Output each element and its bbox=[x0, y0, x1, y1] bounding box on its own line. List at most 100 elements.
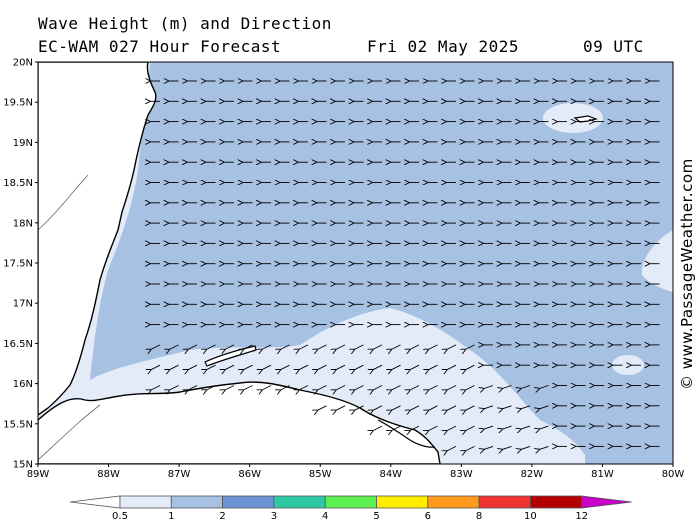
legend-label: 6 bbox=[425, 511, 431, 522]
wave-arrow bbox=[355, 385, 364, 391]
lon-label: 87W bbox=[168, 469, 191, 480]
credit-text: © www.PassageWeather.com bbox=[678, 158, 696, 390]
wave-arrow bbox=[299, 385, 309, 391]
lat-label: 20N bbox=[13, 58, 33, 69]
legend-swatch bbox=[222, 495, 275, 509]
wave-arrow bbox=[521, 425, 531, 429]
lat-label: 17N bbox=[13, 299, 33, 310]
wave-arrow bbox=[373, 385, 383, 391]
wave-arrow bbox=[318, 344, 327, 350]
wave-arrow bbox=[170, 385, 179, 391]
wave-arrow bbox=[355, 344, 364, 350]
wave-arrow bbox=[466, 425, 475, 431]
wave-arrow bbox=[207, 344, 216, 350]
wave-arrow bbox=[429, 425, 438, 431]
lon-label: 89W bbox=[27, 469, 50, 480]
border-line bbox=[38, 174, 101, 461]
wave-arrow bbox=[336, 364, 346, 370]
land-honduras bbox=[38, 381, 441, 464]
lat-label: 19.5N bbox=[3, 98, 33, 109]
wave-arrow bbox=[318, 364, 327, 370]
wave-arrow bbox=[484, 445, 494, 449]
wave-arrow bbox=[299, 364, 309, 370]
legend-swatch bbox=[119, 495, 172, 509]
legend-low-arrow bbox=[69, 495, 121, 509]
wave-arrow bbox=[281, 364, 290, 370]
forecast-time: 09 UTC bbox=[583, 37, 644, 56]
wave-arrow bbox=[447, 445, 457, 451]
wave-arrow bbox=[318, 405, 327, 411]
wave-arrows bbox=[150, 81, 660, 451]
lat-label: 15.5N bbox=[3, 419, 33, 430]
wave-arrow bbox=[355, 405, 364, 411]
wave-arrow bbox=[225, 344, 235, 350]
wave-arrow bbox=[429, 385, 438, 391]
wave-arrow bbox=[299, 344, 309, 350]
wave-arrow bbox=[540, 385, 549, 389]
legend-swatch bbox=[273, 495, 326, 509]
wave-arrow bbox=[262, 364, 272, 370]
lon-label: 84W bbox=[379, 469, 402, 480]
wave-arrow bbox=[429, 344, 438, 350]
legend-swatch bbox=[376, 495, 429, 509]
wave-arrow bbox=[484, 405, 494, 409]
wave-arrow bbox=[466, 344, 475, 350]
wave-arrow bbox=[262, 385, 272, 391]
legend-label: 0.5 bbox=[112, 511, 128, 522]
wave-arrow bbox=[410, 385, 420, 391]
wave-arrow bbox=[392, 344, 401, 350]
wave-arrow bbox=[466, 385, 475, 391]
wave-arrow bbox=[262, 344, 272, 350]
legend-label: 2 bbox=[219, 511, 225, 522]
wave-arrow bbox=[410, 344, 420, 350]
lat-label: 15N bbox=[13, 460, 33, 471]
legend-label: 10 bbox=[524, 511, 537, 522]
longitude-axis: 89W 88W 87W 86W 85W 84W 83W 82W 81W 80W bbox=[27, 464, 685, 480]
wave-arrow bbox=[170, 344, 179, 350]
wave-arrow bbox=[373, 425, 383, 431]
wave-arrow bbox=[466, 445, 475, 451]
wave-arrow bbox=[392, 405, 401, 411]
legend-label: 4 bbox=[322, 511, 328, 522]
wave-arrow bbox=[484, 425, 494, 429]
legend-label: 12 bbox=[575, 511, 588, 522]
lat-label: 18.5N bbox=[3, 178, 33, 189]
legend-label: 1 bbox=[168, 511, 174, 522]
wave-arrow bbox=[244, 344, 253, 350]
low-wave-patch-swan bbox=[543, 103, 603, 133]
chart-title: Wave Height (m) and Direction bbox=[38, 14, 332, 33]
forecast-date: Fri 02 May 2025 bbox=[367, 37, 519, 56]
lon-label: 88W bbox=[97, 469, 120, 480]
wave-arrow bbox=[447, 425, 457, 431]
wave-arrow bbox=[521, 445, 531, 449]
wave-arrow bbox=[392, 364, 401, 370]
wave-arrow bbox=[188, 364, 198, 370]
lat-label: 17.5N bbox=[3, 259, 33, 270]
lon-label: 86W bbox=[238, 469, 261, 480]
wave-arrow bbox=[410, 425, 420, 431]
wave-arrow bbox=[151, 385, 161, 391]
wave-arrow bbox=[540, 445, 549, 449]
legend-swatch bbox=[427, 495, 480, 509]
wave-arrow bbox=[410, 405, 420, 411]
wave-arrow bbox=[318, 385, 327, 391]
wave-arrow bbox=[225, 364, 235, 370]
low-wave-patch-edge bbox=[641, 230, 673, 292]
lon-label: 83W bbox=[450, 469, 473, 480]
legend-label: 5 bbox=[373, 511, 379, 522]
legend-label: 3 bbox=[271, 511, 277, 522]
wave-arrow bbox=[429, 405, 438, 411]
lon-label: 82W bbox=[521, 469, 544, 480]
wave-arrow bbox=[170, 364, 179, 370]
lon-label: 80W bbox=[662, 469, 685, 480]
wave-arrow bbox=[336, 344, 346, 350]
wave-arrow bbox=[447, 344, 457, 350]
legend-swatch bbox=[530, 495, 583, 509]
wave-arrow bbox=[336, 385, 346, 391]
wave-arrow bbox=[355, 364, 364, 370]
wave-arrow bbox=[336, 405, 346, 411]
coast-caratasca bbox=[377, 419, 436, 448]
wave-arrow bbox=[503, 445, 512, 449]
wave-arrow bbox=[466, 364, 475, 370]
